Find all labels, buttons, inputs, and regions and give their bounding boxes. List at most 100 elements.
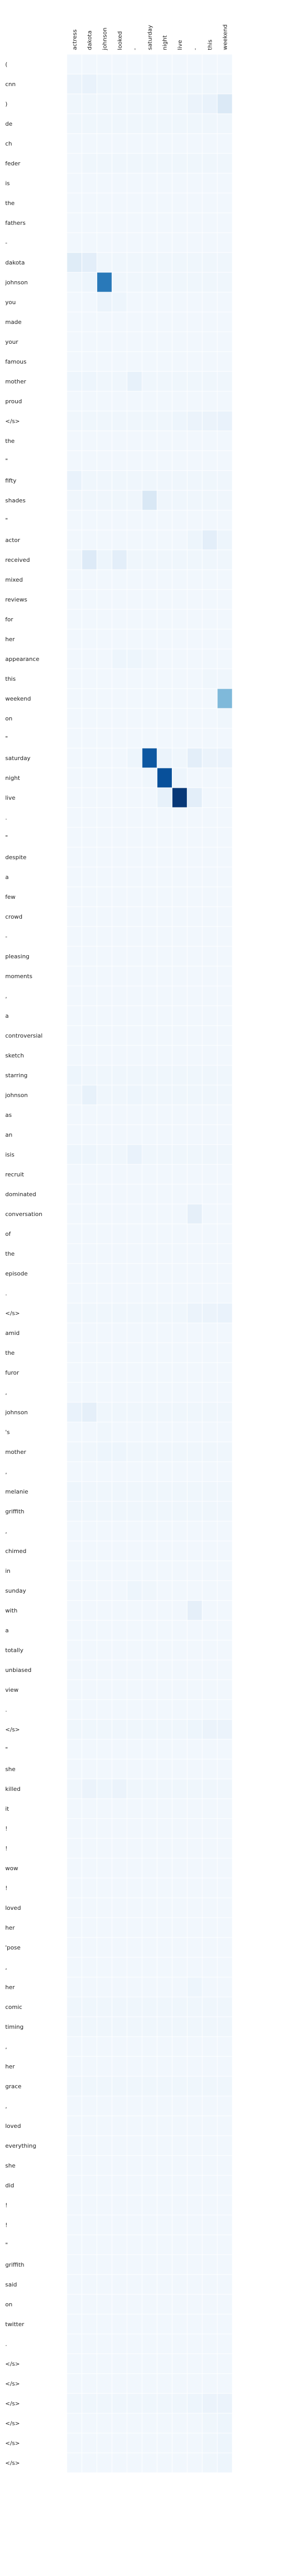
heatmap-cell [66, 1481, 83, 1502]
heatmap-cell [186, 1759, 203, 1779]
heatmap-cell [202, 2393, 218, 2414]
heatmap-cell [202, 2234, 218, 2255]
heatmap-cell [186, 1085, 203, 1105]
heatmap-cell [111, 1897, 127, 1918]
heatmap-cell [157, 668, 173, 689]
heatmap-cell [157, 1203, 173, 1224]
y-tick-label: grace [5, 2083, 21, 2090]
heatmap-cell [111, 2155, 127, 2176]
heatmap-cell [172, 2314, 187, 2334]
heatmap-cell [142, 2413, 158, 2434]
y-tick-label: dominated [5, 1191, 36, 1198]
heatmap-cell [81, 1719, 98, 1740]
heatmap-cell [142, 1659, 158, 1680]
heatmap-cell [157, 1600, 173, 1621]
heatmap-cell [217, 1580, 233, 1601]
heatmap-cell [186, 1065, 203, 1086]
y-tick-label: isis [5, 1151, 15, 1158]
heatmap-cell [186, 1659, 203, 1680]
heatmap-cell [186, 2175, 203, 2196]
heatmap-cell [186, 391, 203, 412]
heatmap-cell [111, 1620, 127, 1641]
heatmap-cell [202, 1422, 218, 1442]
heatmap-cell [186, 1679, 203, 1700]
heatmap-cell [126, 1600, 143, 1621]
heatmap-cell [186, 1858, 203, 1879]
heatmap-cell [217, 2314, 233, 2334]
heatmap-cell [172, 351, 187, 372]
heatmap-cell [126, 1104, 143, 1125]
heatmap-cell [217, 470, 233, 491]
heatmap-cell [217, 1540, 233, 1561]
heatmap-cell [97, 2254, 112, 2275]
heatmap-cell [66, 192, 83, 213]
heatmap-cell [172, 1243, 187, 1264]
y-tick-label: timing [5, 2024, 24, 2030]
heatmap-cell [81, 886, 98, 907]
heatmap-cell [217, 2393, 233, 2414]
y-tick-label: dakota [5, 259, 25, 266]
heatmap-cell [97, 93, 112, 114]
heatmap-cell [126, 1778, 143, 1799]
heatmap-cell [217, 1005, 233, 1026]
heatmap-cell [202, 1778, 218, 1799]
heatmap-cell [157, 331, 173, 352]
heatmap-cell [142, 1996, 158, 2017]
heatmap-cell [172, 827, 187, 848]
heatmap-cell [126, 272, 143, 293]
heatmap-cell [217, 1461, 233, 1482]
y-tick-label: saturday [5, 755, 31, 762]
heatmap-cell [97, 1798, 112, 1819]
heatmap-cell [111, 490, 127, 511]
heatmap-cell [81, 1580, 98, 1601]
heatmap-cell [157, 2135, 173, 2156]
heatmap-cell [111, 1362, 127, 1383]
heatmap-cell [202, 2155, 218, 2176]
heatmap-cell [186, 2115, 203, 2136]
heatmap-cell [111, 767, 127, 788]
heatmap-cell [217, 2452, 233, 2473]
heatmap-cell [81, 1461, 98, 1482]
y-tick-label: ! [5, 2222, 7, 2229]
heatmap-cell [126, 549, 143, 570]
heatmap-cell [111, 411, 127, 431]
heatmap-cell [157, 430, 173, 451]
heatmap-cell [186, 93, 203, 114]
heatmap-cell [142, 1521, 158, 1542]
y-tick-label: made [5, 319, 21, 326]
heatmap-cell [186, 252, 203, 273]
heatmap-cell [126, 748, 143, 768]
heatmap-cell [66, 1540, 83, 1561]
heatmap-cell [97, 411, 112, 431]
heatmap-cell [202, 1560, 218, 1581]
heatmap-cell [126, 1263, 143, 1284]
heatmap-cell [142, 2452, 158, 2473]
heatmap-cell [66, 2393, 83, 2414]
y-tick-label: sunday [5, 1587, 26, 1594]
heatmap-cell [97, 926, 112, 947]
heatmap-cell [126, 2195, 143, 2216]
heatmap-cell [126, 1798, 143, 1819]
heatmap-cell [126, 1283, 143, 1304]
heatmap-cell [157, 1422, 173, 1442]
heatmap-cell [186, 2016, 203, 2037]
heatmap-cell [172, 2373, 187, 2394]
heatmap-cell [202, 331, 218, 352]
heatmap-cell [172, 2135, 187, 2156]
heatmap-cell [172, 1600, 187, 1621]
heatmap-cell [66, 2056, 83, 2077]
heatmap-cell [97, 1263, 112, 1284]
heatmap-cell [217, 1223, 233, 1244]
heatmap-cell [111, 2452, 127, 2473]
heatmap-cell [126, 1739, 143, 1760]
heatmap-cell [142, 1263, 158, 1284]
heatmap-cell [186, 1481, 203, 1502]
heatmap-cell [66, 450, 83, 471]
heatmap-cell [186, 2076, 203, 2097]
heatmap-cell [81, 2433, 98, 2453]
heatmap-cell [172, 1917, 187, 1938]
heatmap-cell [66, 232, 83, 253]
y-tick-label: fifty [5, 477, 17, 484]
heatmap-cell [66, 827, 83, 848]
